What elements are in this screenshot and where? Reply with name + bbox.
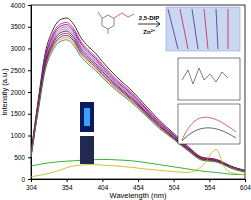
tick-label: 604 <box>240 184 251 191</box>
tick-mark <box>174 179 175 182</box>
tick: 454 <box>133 179 144 191</box>
tick-mark <box>28 5 31 6</box>
annotation: Zn²⁺ <box>143 29 154 35</box>
tick-label: 554 <box>204 184 215 191</box>
mof-strut <box>228 9 229 49</box>
tick-mark <box>28 49 31 50</box>
mof-strut <box>216 9 218 49</box>
tick-label: 504 <box>169 184 180 191</box>
inset-curve <box>182 117 236 140</box>
tick-mark <box>245 179 246 182</box>
tick-label: 3500 <box>11 23 26 30</box>
arrow <box>138 21 160 27</box>
chart: 304 354 404 454 504 554 604 0 500 1000 1500 2000 250… <box>0 0 251 200</box>
spectrum-line <box>31 31 245 171</box>
tick: 0 <box>21 176 31 183</box>
tick: 3500 <box>11 23 31 30</box>
tick-mark <box>138 179 139 182</box>
photo <box>80 102 94 132</box>
tick-label: 0 <box>21 176 25 183</box>
annotation: 2,5-DIP <box>139 15 159 21</box>
x-axis: 304 354 404 454 504 554 604 <box>26 179 251 191</box>
tick: 4000 <box>11 2 31 9</box>
tick: 1500 <box>11 110 31 117</box>
tick-mark <box>67 179 68 182</box>
tick: 554 <box>204 179 215 191</box>
tick-mark <box>102 179 103 182</box>
tick-mark <box>28 92 31 93</box>
tick-mark <box>28 179 31 180</box>
tick-mark <box>28 27 31 28</box>
y-axis: 0 500 1000 1500 2000 2500 3000 3500 4000 <box>11 2 32 183</box>
x-axis-title: Wavelength (nm) <box>110 191 167 200</box>
mof-strut <box>192 9 198 49</box>
spectrum-line <box>31 159 245 174</box>
tick-label: 3000 <box>11 45 26 52</box>
spectrum-line <box>31 149 245 176</box>
tick: 3000 <box>11 45 31 52</box>
tick-mark <box>28 136 31 137</box>
spectrum-line <box>31 33 245 171</box>
plot-frame <box>31 5 245 179</box>
tick-label: 304 <box>26 184 37 191</box>
tick: 504 <box>169 179 180 191</box>
inset-plot <box>178 58 240 100</box>
inset-plot <box>178 104 240 144</box>
decor <box>80 7 240 164</box>
tick: 604 <box>240 179 251 191</box>
mof-strut <box>204 9 208 49</box>
tick-mark <box>209 179 210 182</box>
inset-curve <box>182 128 236 141</box>
axis-line <box>32 180 246 183</box>
tick-label: 1000 <box>11 132 26 139</box>
tick-label: 500 <box>14 154 25 161</box>
mof-structure <box>166 7 240 51</box>
tick-label: 1500 <box>11 110 26 117</box>
photo <box>80 136 94 164</box>
molecule-bonds <box>98 12 134 34</box>
tick-label: 454 <box>133 184 144 191</box>
tick-label: 4000 <box>11 2 26 9</box>
mof-strut <box>168 9 178 49</box>
tick-mark <box>28 70 31 71</box>
tick-label: 2500 <box>11 67 26 74</box>
tick-mark <box>28 157 31 158</box>
tick: 2500 <box>11 67 31 74</box>
molecule <box>102 15 114 29</box>
tick: 1000 <box>11 132 31 139</box>
axis-line <box>28 6 32 180</box>
inset-curve <box>182 68 228 84</box>
tick: 304 <box>26 179 37 191</box>
tick: 404 <box>97 179 108 191</box>
y-axis-title: Intensity (a.u.) <box>0 68 9 116</box>
tick-mark <box>28 114 31 115</box>
tick-label: 2000 <box>11 89 26 96</box>
tick-label: 404 <box>97 184 108 191</box>
tick: 500 <box>14 154 31 161</box>
tick-label: 354 <box>62 184 73 191</box>
mof-strut <box>180 9 188 49</box>
tick: 2000 <box>11 89 31 96</box>
tick: 354 <box>62 179 73 191</box>
photo-glow <box>84 108 90 126</box>
